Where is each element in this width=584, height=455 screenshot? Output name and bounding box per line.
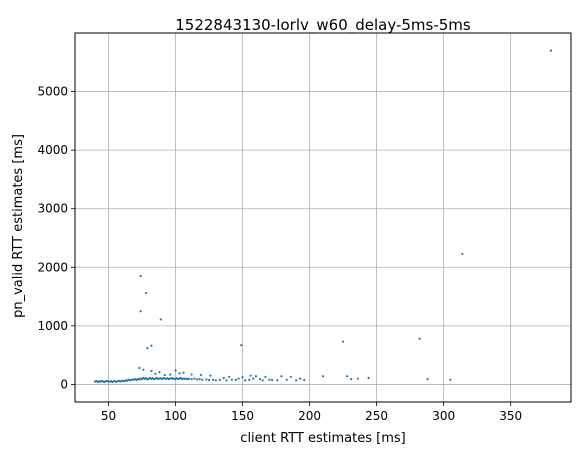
data-point [264,375,267,378]
data-point [198,378,201,381]
x-axis-ticks: 50 100 150 200 250 300 350 [101,402,522,423]
y-tick-label: 3000 [37,202,68,216]
data-point [144,291,148,295]
data-point [169,373,172,376]
data-point [154,372,157,375]
data-point [139,274,142,278]
y-tick-label: 1000 [37,319,68,333]
y-axis-label: pn_valid RTT estimates [ms] [11,134,26,318]
data-point [461,252,464,255]
data-point [449,378,452,381]
data-point [258,378,262,381]
data-point [174,369,177,372]
data-point [289,375,292,378]
data-point [211,378,215,381]
data-point [367,376,370,380]
y-tick-label: 5000 [37,85,68,99]
data-point [150,344,153,347]
data-point [418,337,421,340]
data-point [218,378,221,382]
data-point [207,378,211,382]
data-point [549,49,552,52]
data-point [222,376,225,380]
data-point [299,377,302,380]
data-point [254,375,258,378]
data-point [150,369,153,373]
data-point [225,379,228,382]
x-tick-label: 250 [365,409,388,423]
data-point [270,378,274,382]
data-point [182,371,185,374]
data-point [138,366,141,370]
data-point [249,374,252,377]
data-point [261,379,264,382]
data-points [94,49,552,384]
plot-frame [74,32,572,403]
data-point [163,373,166,377]
chart-title: 1522843130-Iorlv_w60_delay-5ms-5ms [175,16,471,35]
data-point [193,377,196,380]
data-point [142,368,145,371]
data-point [268,378,271,381]
data-point [356,377,359,380]
data-point [205,378,208,381]
data-point [159,318,162,321]
x-tick-label: 300 [432,409,455,423]
data-point [241,376,244,379]
data-point [350,378,353,381]
data-point [346,375,349,378]
y-tick-label: 4000 [37,143,68,157]
data-point [195,378,199,381]
data-point [178,372,181,375]
data-point [426,378,429,381]
data-point [252,377,255,380]
data-point [342,340,345,343]
data-point [187,377,191,380]
x-tick-label: 200 [298,409,321,423]
data-point [199,373,203,377]
data-point [146,347,149,350]
data-point [237,377,240,380]
data-point [209,374,212,377]
data-point [240,344,243,347]
grid-lines [75,33,571,402]
data-point [190,373,193,376]
x-tick-label: 100 [164,409,187,423]
y-axis-ticks: 0 1000 2000 3000 4000 5000 [37,85,75,391]
data-point [280,375,283,378]
data-point [276,379,279,382]
data-point [244,379,247,382]
x-tick-label: 150 [231,409,254,423]
x-tick-label: 50 [101,409,116,423]
data-point [234,378,237,382]
x-axis-label: client RTT estimates [ms] [240,431,405,446]
y-tick-label: 2000 [37,260,68,274]
data-point [303,378,306,382]
data-point [158,371,161,374]
x-tick-label: 350 [499,409,522,423]
data-point [321,375,325,378]
data-point [228,375,231,378]
data-point [214,379,217,382]
y-tick-label: 0 [60,377,68,391]
data-point [285,378,288,381]
data-point [190,378,193,381]
data-point [295,379,298,382]
data-point [201,378,204,381]
data-point [248,378,251,381]
data-point [230,378,233,381]
data-point [139,310,142,313]
